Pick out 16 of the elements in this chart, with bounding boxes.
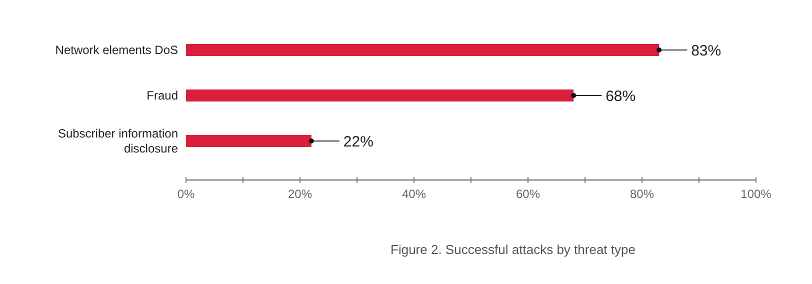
caption: Figure 2. Successful attacks by threat type	[390, 242, 636, 257]
bar	[186, 135, 312, 147]
x-tick-label: 40%	[402, 187, 426, 201]
x-tick-label: 20%	[288, 187, 312, 201]
y-tick-label: Network elements DoS	[55, 43, 178, 58]
y-tick-label: Fraud	[146, 88, 178, 103]
data-label: 68%	[606, 88, 636, 105]
x-tick-label: 80%	[630, 187, 654, 201]
bar	[186, 90, 574, 102]
data-label: 22%	[343, 133, 374, 150]
x-tick-label: 60%	[516, 187, 540, 201]
x-tick-label: 100%	[740, 187, 772, 201]
y-tick-label: Subscriber information disclosure	[58, 126, 178, 156]
bar	[186, 44, 660, 56]
x-tick-label: 0%	[177, 187, 195, 201]
data-label: 83%	[691, 42, 722, 60]
